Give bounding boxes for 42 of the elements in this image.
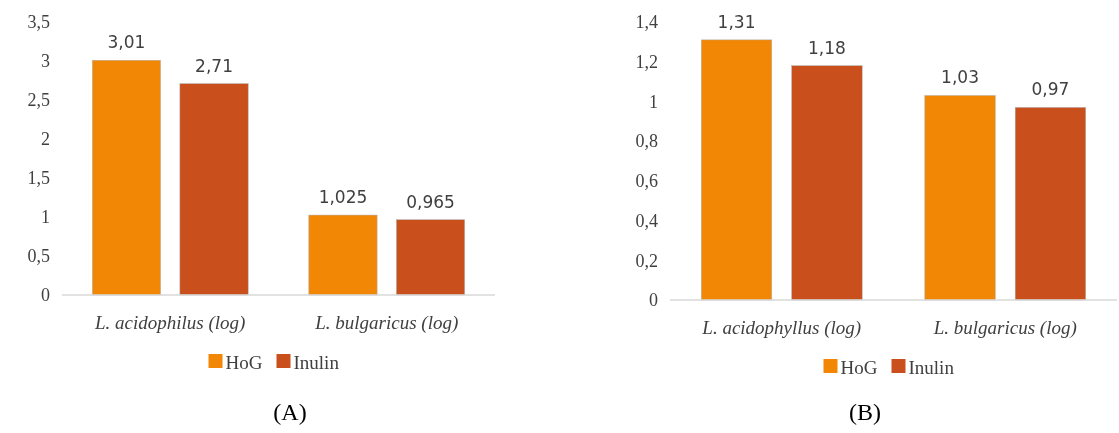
y-tick-label: 1: [649, 91, 658, 112]
x-tick-label: L. acidophyllus (log): [701, 317, 862, 339]
y-tick-label: 3: [41, 51, 50, 72]
y-tick-label: 0,5: [27, 246, 50, 267]
x-tick-label: L. bulgaricus (log): [932, 317, 1077, 339]
legend-label: Inulin: [908, 356, 955, 378]
y-tick-label: 2: [41, 129, 50, 150]
data-label: 2,71: [195, 55, 233, 76]
data-label: 1,03: [941, 67, 979, 88]
bar: [701, 39, 773, 301]
data-label: 1,18: [808, 37, 846, 58]
y-tick-label: 2,5: [27, 90, 50, 111]
data-label: 1,31: [717, 11, 756, 32]
data-label: 0,97: [1031, 79, 1070, 100]
text: (A): [273, 399, 307, 425]
y-tick-label: 0: [41, 285, 50, 306]
data-label: 1,025: [318, 187, 368, 208]
text: (B): [849, 399, 881, 425]
y-tick-label: 1,2: [635, 52, 658, 73]
data-label: 0,965: [406, 191, 455, 212]
y-tick-label: 0: [649, 290, 658, 311]
y-tick-label: 1,5: [27, 168, 50, 189]
legend-label: Inulin: [293, 351, 340, 373]
y-tick-label: 0,4: [635, 210, 658, 231]
y-tick-label: 1,4: [635, 12, 658, 33]
data-label: 3,01: [107, 32, 146, 53]
legend-label: HoG: [225, 351, 263, 373]
bar: [92, 59, 161, 296]
bar: [396, 219, 465, 296]
y-tick-label: 0,6: [635, 171, 658, 192]
bar: [924, 95, 996, 301]
x-tick-label: L. acidophilus (log): [94, 312, 246, 334]
y-tick-label: 0,2: [635, 250, 658, 271]
y-tick-label: 1: [41, 207, 50, 228]
y-tick-label: 3,5: [27, 12, 50, 33]
x-tick-label: L. bulgaricus (log): [314, 312, 459, 334]
bar: [791, 65, 863, 301]
y-tick-label: 0,8: [635, 131, 658, 152]
bar: [308, 214, 378, 296]
bar: [1014, 107, 1086, 301]
legend-label: HoG: [840, 356, 878, 378]
bar: [179, 83, 249, 296]
